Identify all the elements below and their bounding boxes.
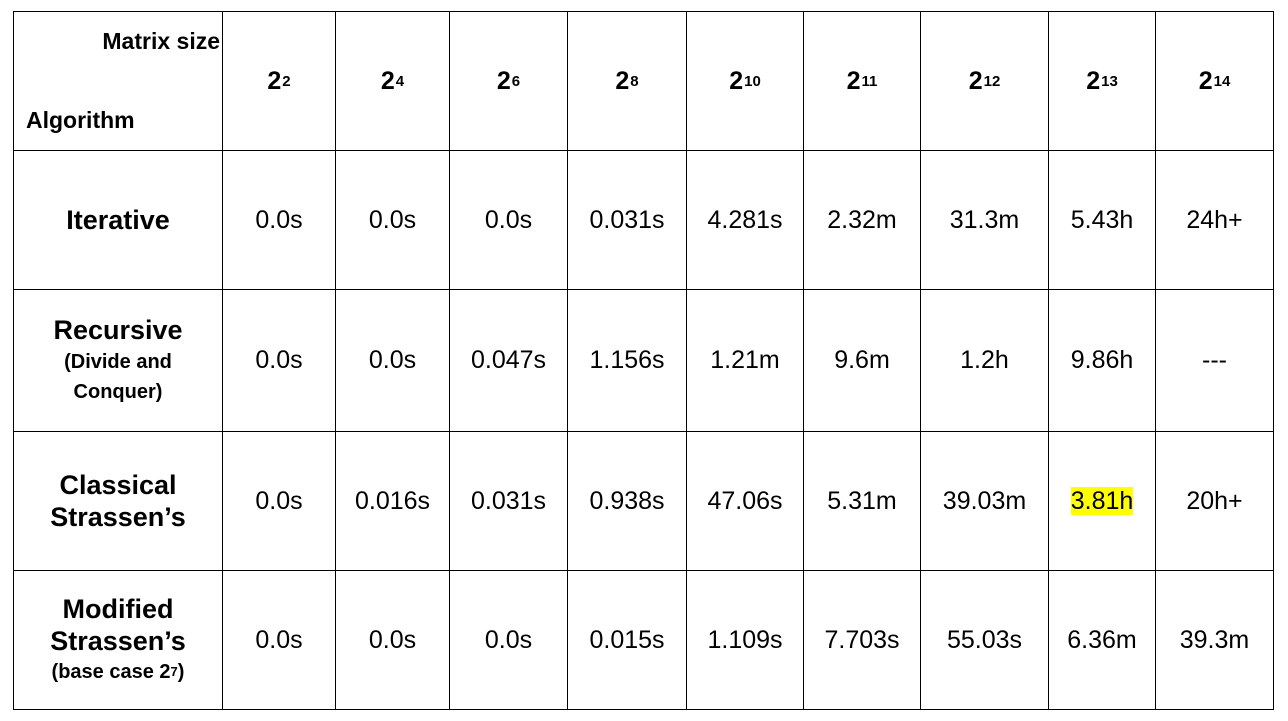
time-cell: 0.0s [222, 570, 336, 710]
time-cell: 1.109s [686, 570, 804, 710]
time-cell: 20h+ [1155, 431, 1274, 571]
time-cell: 6.36m [1048, 570, 1156, 710]
time-cell: 5.43h [1048, 150, 1156, 290]
time-cell: 0.0s [222, 150, 336, 290]
corner-header-cell: Matrix size Algorithm [13, 11, 223, 151]
column-header: 213 [1048, 11, 1156, 151]
time-cell: 2.32m [803, 150, 921, 290]
time-cell: 39.03m [920, 431, 1049, 571]
time-cell: 0.0s [335, 570, 450, 710]
time-cell: 4.281s [686, 150, 804, 290]
time-cell: 9.86h [1048, 289, 1156, 432]
table-row-recursive: Recursive (Divide and Conquer) 0.0s 0.0s… [13, 289, 1274, 432]
algorithm-cell: Iterative [13, 150, 223, 290]
time-cell: 0.0s [449, 150, 568, 290]
algorithm-name: Strassen’s [50, 502, 186, 532]
column-header: 214 [1155, 11, 1274, 151]
algorithm-note: Conquer) [73, 380, 163, 403]
time-cell: 7.703s [803, 570, 921, 710]
header-row: Matrix size Algorithm 22 24 26 28 210 21… [13, 11, 1274, 151]
time-cell: 1.21m [686, 289, 804, 432]
time-cell: 31.3m [920, 150, 1049, 290]
time-cell: 47.06s [686, 431, 804, 571]
algorithm-name: Classical [59, 469, 177, 500]
time-cell: 0.031s [449, 431, 568, 571]
time-cell: 1.2h [920, 289, 1049, 432]
column-header: 28 [567, 11, 687, 151]
algorithm-note: (Divide and [64, 350, 172, 373]
time-cell: 9.6m [803, 289, 921, 432]
column-header: 211 [803, 11, 921, 151]
time-cell: 0.0s [335, 150, 450, 290]
time-cell: 55.03s [920, 570, 1049, 710]
column-header: 212 [920, 11, 1049, 151]
table-row-iterative: Iterative 0.0s 0.0s 0.0s 0.031s 4.281s 2… [13, 150, 1274, 290]
time-cell: 0.047s [449, 289, 568, 432]
highlight-mark: 3.81h [1070, 486, 1134, 515]
algorithm-note: (base case 27) [51, 661, 185, 684]
table-row-modified-strassen: Modified Strassen’s (base case 27) 0.0s … [13, 570, 1274, 710]
time-cell: 0.016s [335, 431, 450, 571]
algorithm-cell: Classical Strassen’s [13, 431, 223, 571]
time-cell: --- [1155, 289, 1274, 432]
algorithm-cell: Recursive (Divide and Conquer) [13, 289, 223, 432]
column-header: 210 [686, 11, 804, 151]
time-cell: 0.0s [335, 289, 450, 432]
matrix-size-label: Matrix size [102, 28, 220, 54]
algorithm-name: Strassen’s [50, 626, 186, 656]
time-cell: 0.015s [567, 570, 687, 710]
column-header: 24 [335, 11, 450, 151]
time-cell: 0.938s [567, 431, 687, 571]
time-cell: 0.0s [222, 289, 336, 432]
algorithm-label: Algorithm [26, 107, 135, 133]
time-cell-highlighted: 3.81h [1048, 431, 1156, 571]
column-header: 22 [222, 11, 336, 151]
time-cell: 0.031s [567, 150, 687, 290]
time-cell: 39.3m [1155, 570, 1274, 710]
time-cell: 1.156s [567, 289, 687, 432]
time-cell: 5.31m [803, 431, 921, 571]
table-row-classical-strassen: Classical Strassen’s 0.0s 0.016s 0.031s … [13, 431, 1274, 571]
time-cell: 24h+ [1155, 150, 1274, 290]
time-cell: 0.0s [222, 431, 336, 571]
algorithm-name: Recursive [53, 315, 183, 346]
algorithm-name: Modified [62, 593, 174, 624]
algorithm-name: Iterative [66, 204, 170, 235]
algorithm-cell: Modified Strassen’s (base case 27) [13, 570, 223, 710]
time-cell: 0.0s [449, 570, 568, 710]
column-header: 26 [449, 11, 568, 151]
results-table: Matrix size Algorithm 22 24 26 28 210 21… [13, 11, 1274, 710]
